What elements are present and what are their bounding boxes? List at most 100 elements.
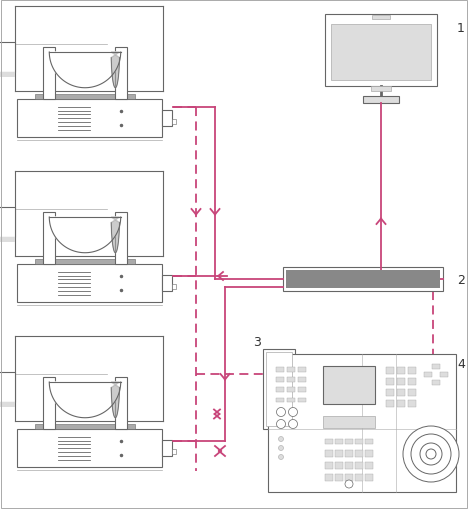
Text: 4: 4 xyxy=(457,358,465,371)
Bar xyxy=(287,377,295,382)
Bar xyxy=(325,15,437,87)
Bar xyxy=(323,366,375,404)
Bar xyxy=(365,474,373,481)
Bar xyxy=(408,378,416,385)
Bar xyxy=(372,16,390,20)
Circle shape xyxy=(403,426,459,482)
Bar xyxy=(115,48,127,100)
Bar xyxy=(386,389,394,396)
Bar xyxy=(440,372,448,377)
Bar xyxy=(276,387,284,392)
Bar xyxy=(172,284,176,289)
Bar xyxy=(345,450,353,457)
Bar xyxy=(263,349,295,429)
Bar xyxy=(298,367,306,372)
Bar xyxy=(17,100,162,138)
Bar xyxy=(397,378,405,385)
Bar xyxy=(386,378,394,385)
Bar xyxy=(162,440,172,456)
Bar xyxy=(287,367,295,372)
Bar xyxy=(424,372,432,377)
Bar xyxy=(298,377,306,382)
Bar xyxy=(115,377,127,429)
Bar xyxy=(0,372,15,402)
Bar xyxy=(355,462,363,469)
Bar xyxy=(355,474,363,481)
Bar xyxy=(0,237,15,242)
Bar xyxy=(325,450,333,457)
Circle shape xyxy=(426,449,436,459)
Bar xyxy=(386,400,394,407)
Polygon shape xyxy=(49,382,121,418)
Circle shape xyxy=(278,445,284,450)
Bar xyxy=(397,389,405,396)
Bar xyxy=(323,416,375,428)
Circle shape xyxy=(411,434,451,474)
Bar xyxy=(432,364,440,369)
Bar xyxy=(162,275,172,292)
Bar xyxy=(325,439,333,444)
Bar xyxy=(397,400,405,407)
Bar xyxy=(325,474,333,481)
Bar xyxy=(365,439,373,444)
Text: 1: 1 xyxy=(457,21,465,35)
Bar xyxy=(276,367,284,372)
Circle shape xyxy=(345,480,353,488)
Bar xyxy=(298,387,306,392)
Polygon shape xyxy=(49,217,121,253)
Bar xyxy=(345,439,353,444)
Bar xyxy=(276,398,284,402)
Bar xyxy=(266,352,292,426)
Circle shape xyxy=(278,437,284,442)
Polygon shape xyxy=(111,217,119,253)
Bar xyxy=(325,462,333,469)
Circle shape xyxy=(278,455,284,460)
Bar xyxy=(397,367,405,374)
Text: 2: 2 xyxy=(457,273,465,286)
Bar xyxy=(17,429,162,467)
Bar xyxy=(298,398,306,402)
Circle shape xyxy=(277,408,285,417)
Polygon shape xyxy=(49,53,121,89)
Bar xyxy=(0,72,15,77)
Bar xyxy=(408,389,416,396)
Bar xyxy=(408,367,416,374)
Bar xyxy=(345,462,353,469)
Bar xyxy=(43,213,55,265)
Bar xyxy=(172,449,176,454)
Bar xyxy=(408,400,416,407)
Bar xyxy=(35,95,135,100)
Bar xyxy=(331,25,431,81)
Bar xyxy=(268,354,456,492)
Circle shape xyxy=(288,420,298,429)
Bar xyxy=(287,387,295,392)
Bar xyxy=(363,97,399,104)
Bar xyxy=(365,462,373,469)
Bar xyxy=(17,265,162,302)
Bar xyxy=(355,450,363,457)
Bar xyxy=(172,120,176,124)
Bar xyxy=(386,367,394,374)
Circle shape xyxy=(277,420,285,429)
Text: 3: 3 xyxy=(253,335,261,348)
Bar xyxy=(0,42,15,72)
Bar xyxy=(335,462,343,469)
Bar xyxy=(345,474,353,481)
Circle shape xyxy=(288,408,298,417)
Bar xyxy=(276,377,284,382)
Polygon shape xyxy=(111,53,119,89)
Bar xyxy=(43,48,55,100)
Polygon shape xyxy=(111,382,119,418)
Bar xyxy=(35,260,135,265)
Bar xyxy=(0,402,15,407)
Bar xyxy=(43,377,55,429)
Bar xyxy=(355,439,363,444)
Bar xyxy=(432,380,440,385)
Bar xyxy=(0,207,15,237)
Bar xyxy=(365,450,373,457)
Bar xyxy=(335,439,343,444)
Bar xyxy=(283,267,443,292)
Circle shape xyxy=(420,443,442,465)
Bar xyxy=(35,424,135,429)
Bar xyxy=(371,87,391,92)
